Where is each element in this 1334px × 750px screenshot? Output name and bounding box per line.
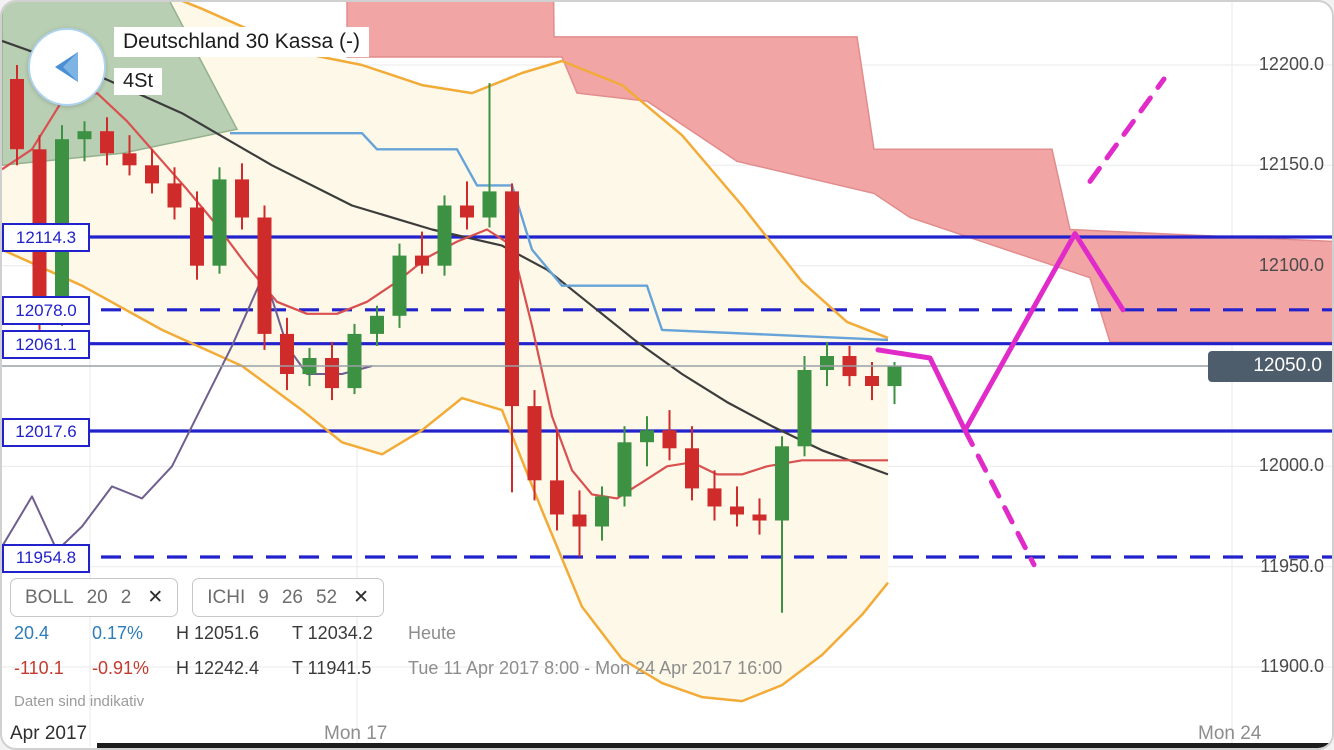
y-axis-label: 11950.0 <box>1260 555 1324 576</box>
y-axis-label: 11900.0 <box>1260 656 1324 676</box>
back-arrow-icon <box>55 52 78 82</box>
candle-down <box>190 207 204 266</box>
y-axis-label: 12100.0 <box>1258 254 1324 275</box>
candle-up <box>347 333 362 389</box>
y-axis-label: 12150.0 <box>1258 154 1324 175</box>
candle-up <box>820 356 834 370</box>
candle-down <box>707 488 722 507</box>
candle-up <box>212 179 227 266</box>
period-label: Heute <box>408 623 457 643</box>
scrollbar[interactable] <box>97 743 1332 748</box>
indicator-param: 26 <box>281 586 303 608</box>
high-value: H 12051.6 <box>176 623 260 643</box>
stats-row-today: 20.4 0.17% H 12051.6 T 12034.2 Heute <box>14 623 782 644</box>
timeframe-label: 4St <box>114 68 163 95</box>
stats-row-range: -110.1 -0.91% H 12242.4 T 11941.5 Tue 11… <box>14 658 782 679</box>
indicator-param: 52 <box>315 586 338 608</box>
candle-down <box>167 183 182 208</box>
current-price-badge: 12050.0 <box>1208 350 1332 382</box>
candle-up <box>437 205 452 266</box>
candle-down <box>685 448 699 489</box>
candle-down <box>865 376 879 386</box>
candle-up <box>595 496 609 527</box>
back-button[interactable] <box>28 28 106 106</box>
candle-up <box>392 255 407 316</box>
change-percent: -0.91% <box>92 658 150 678</box>
indicator-param: 9 <box>258 586 269 608</box>
candle-down <box>145 165 159 184</box>
candle-down <box>100 131 114 154</box>
candle-down <box>415 255 429 266</box>
x-axis-label: Mon 17 <box>324 723 388 744</box>
candle-down <box>460 205 474 218</box>
indicator-param: 20 <box>86 586 108 608</box>
candle-up <box>887 366 902 387</box>
indicator-name: BOLL <box>25 586 74 608</box>
prediction-line-dashed[interactable] <box>962 427 1037 568</box>
candle-up <box>482 191 497 218</box>
ichimoku-cloud-bearish <box>346 2 1332 343</box>
indicator-chip-ichi[interactable]: ICHI 9 26 52 ✕ <box>192 578 385 617</box>
y-axis-label: 12200.0 <box>1258 53 1324 74</box>
candle-down <box>122 153 137 166</box>
bollinger-upper-band <box>181 2 889 340</box>
level-price-label[interactable]: 12017.6 <box>2 417 90 447</box>
prediction-line-dashed[interactable] <box>1087 76 1167 184</box>
candle-down <box>527 406 542 481</box>
indicator-name: ICHI <box>207 586 246 608</box>
change-value: 20.4 <box>14 623 50 643</box>
candle-down <box>10 79 24 150</box>
x-axis-label: Mon 24 <box>1198 723 1262 744</box>
candle-up <box>797 370 812 447</box>
indicator-chips: BOLL 20 2 ✕ ICHI 9 26 52 ✕ <box>10 578 385 617</box>
indicator-param: 2 <box>120 586 132 608</box>
level-price-label[interactable]: 12078.0 <box>2 296 90 326</box>
low-value: T 11941.5 <box>292 658 372 678</box>
level-price-label[interactable]: 12061.1 <box>2 330 90 360</box>
level-price-label[interactable]: 12114.3 <box>2 223 90 253</box>
candle-down <box>572 514 587 527</box>
candle-down <box>505 191 519 407</box>
indicator-chip-boll[interactable]: BOLL 20 2 ✕ <box>10 578 179 617</box>
bollinger-band-fill <box>2 2 888 702</box>
candle-down <box>235 179 249 218</box>
candle-up <box>640 430 654 443</box>
remove-indicator-icon[interactable]: ✕ <box>353 587 370 608</box>
candle-down <box>752 514 767 521</box>
period-label: Tue 11 Apr 2017 8:00 - Mon 24 Apr 2017 1… <box>408 658 783 678</box>
candle-down <box>257 217 272 334</box>
change-percent: 0.17% <box>92 623 144 643</box>
candle-down <box>325 358 339 389</box>
disclaimer-text: Daten sind indikativ <box>14 693 145 710</box>
change-value: -110.1 <box>14 658 64 678</box>
bollinger-lower-band <box>2 248 889 703</box>
instrument-title: Deutschland 30 Kassa (-) <box>114 27 369 57</box>
candle-down <box>550 480 564 515</box>
candle-up <box>617 442 632 497</box>
stats-panel: 20.4 0.17% H 12051.6 T 12034.2 Heute -11… <box>14 623 782 693</box>
high-value: H 12242.4 <box>176 658 260 678</box>
candle-down <box>280 333 294 374</box>
remove-indicator-icon[interactable]: ✕ <box>147 587 164 608</box>
candle-up <box>370 315 384 334</box>
y-axis-label: 12000.0 <box>1258 455 1324 476</box>
candle-down <box>662 430 677 449</box>
candle-down <box>730 506 744 515</box>
bollinger-middle-sma <box>2 39 889 476</box>
low-value: T 12034.2 <box>292 623 373 643</box>
candle-up <box>77 131 92 140</box>
level-price-label[interactable]: 11954.8 <box>2 543 90 573</box>
x-axis-label: Apr 2017 <box>10 723 88 744</box>
candle-up <box>775 446 789 521</box>
